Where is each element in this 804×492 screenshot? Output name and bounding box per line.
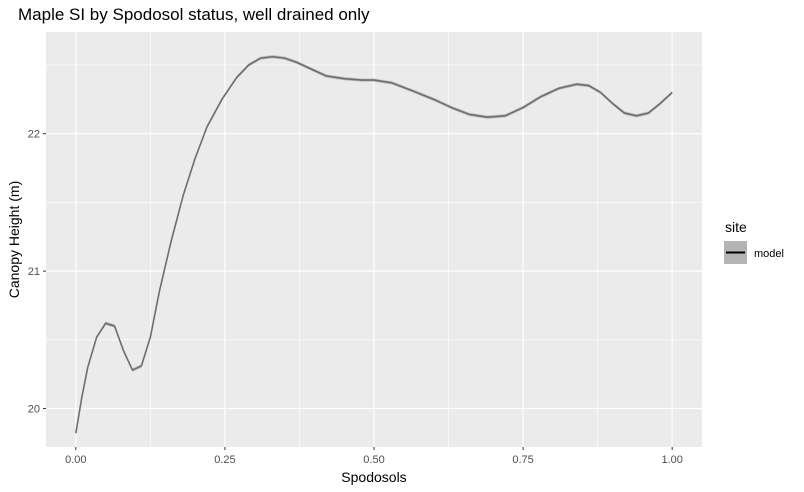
y-tick-label: 21 — [28, 266, 40, 278]
legend: site model — [724, 219, 784, 264]
chart-title: Maple SI by Spodosol status, well draine… — [18, 5, 370, 24]
axes-layer: 0.00 0.25 0.50 0.75 1.00 20 21 22 — [28, 129, 683, 466]
y-tick-label: 22 — [28, 129, 40, 141]
series-layer — [75, 55, 673, 435]
x-axis-title: Spodosols — [341, 469, 406, 485]
y-axis-title: Canopy Height (m) — [6, 181, 22, 299]
legend-title: site — [725, 219, 747, 235]
x-tick-label: 0.00 — [65, 454, 86, 466]
grid-lines — [46, 32, 702, 447]
x-tick-label: 0.25 — [214, 454, 235, 466]
series-line-model — [75, 55, 673, 434]
x-tick-label: 0.50 — [363, 454, 384, 466]
x-tick-label: 1.00 — [661, 454, 682, 466]
legend-label-model: model — [754, 248, 784, 260]
y-tick-label: 20 — [28, 404, 40, 416]
x-tick-label: 0.75 — [512, 454, 533, 466]
